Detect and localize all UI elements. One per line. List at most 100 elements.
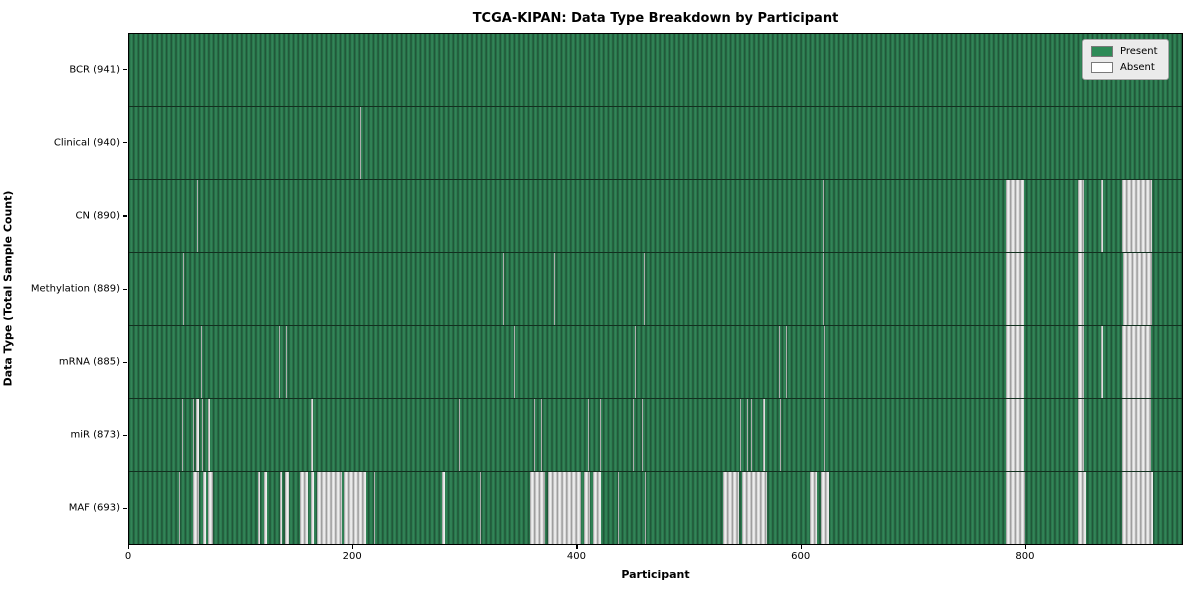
absent-stripe bbox=[208, 472, 213, 544]
y-tick-label: Methylation (889) bbox=[30, 283, 120, 295]
absent-stripe bbox=[1077, 253, 1084, 325]
legend: Present Absent bbox=[1082, 39, 1169, 80]
absent-stripe bbox=[644, 472, 646, 544]
y-tick-mark bbox=[123, 69, 127, 71]
absent-stripe bbox=[822, 180, 824, 252]
y-tick-mark bbox=[123, 215, 127, 217]
absent-stripe bbox=[1121, 472, 1153, 544]
absent-stripe bbox=[284, 472, 289, 544]
absent-stripe bbox=[810, 472, 818, 544]
x-tick-label: 0 bbox=[124, 551, 132, 562]
absent-stripe bbox=[1121, 326, 1151, 398]
absent-stripe bbox=[1121, 399, 1151, 471]
x-tick-mark bbox=[352, 545, 354, 549]
y-tick-mark bbox=[123, 288, 127, 290]
absent-stripe bbox=[1101, 326, 1103, 398]
absent-stripe bbox=[502, 253, 504, 325]
absent-stripe bbox=[202, 472, 207, 544]
absent-stripe bbox=[584, 472, 591, 544]
legend-label: Present bbox=[1120, 46, 1158, 57]
y-tick-label: CN (890) bbox=[75, 210, 120, 222]
absent-stripe bbox=[1006, 326, 1025, 398]
legend-item-present: Present bbox=[1091, 46, 1158, 57]
absent-stripe bbox=[197, 180, 199, 252]
absent-stripe bbox=[600, 399, 602, 471]
heatmap-row-miR bbox=[129, 399, 1182, 472]
absent-stripe bbox=[739, 399, 742, 471]
y-tick-label: mRNA (885) bbox=[58, 356, 120, 368]
absent-stripe bbox=[746, 399, 748, 471]
absent-stripe bbox=[208, 399, 210, 471]
y-tick-mark bbox=[123, 361, 127, 363]
heatmap-row-Methylation bbox=[129, 253, 1182, 326]
absent-stripe bbox=[1077, 326, 1084, 398]
absent-stripe bbox=[534, 399, 536, 471]
chart-title: TCGA-KIPAN: Data Type Breakdown by Parti… bbox=[472, 11, 839, 26]
legend-label: Absent bbox=[1120, 62, 1155, 73]
absent-stripe bbox=[278, 326, 281, 398]
absent-stripe bbox=[285, 326, 287, 398]
absent-stripe bbox=[182, 253, 184, 325]
heatmap-row-MAF bbox=[129, 472, 1182, 544]
absent-stripe bbox=[587, 399, 589, 471]
absent-stripe bbox=[1101, 180, 1103, 252]
absent-stripe bbox=[374, 472, 376, 544]
y-tick-mark bbox=[123, 434, 127, 436]
x-tick-mark bbox=[1024, 545, 1027, 549]
absent-stripe bbox=[820, 472, 830, 544]
absent-stripe bbox=[823, 399, 826, 471]
absent-stripe bbox=[192, 472, 200, 544]
absent-stripe bbox=[280, 472, 283, 544]
absent-stripe bbox=[1077, 399, 1084, 471]
x-tick-mark bbox=[128, 545, 130, 549]
x-tick-label: 600 bbox=[791, 551, 811, 562]
absent-stripe bbox=[480, 472, 482, 544]
absent-stripe bbox=[179, 472, 181, 544]
absent-stripe bbox=[822, 253, 824, 325]
absent-stripe bbox=[593, 472, 602, 544]
absent-stripe bbox=[751, 399, 753, 471]
absent-stripe bbox=[442, 472, 445, 544]
x-tick-label: 800 bbox=[1015, 551, 1035, 562]
y-tick-mark bbox=[123, 507, 127, 510]
absent-stripe bbox=[779, 326, 781, 398]
absent-stripe bbox=[1077, 472, 1086, 544]
heatmap-row-CN bbox=[129, 180, 1182, 253]
absent-stripe bbox=[643, 253, 645, 325]
absent-stripe bbox=[459, 399, 461, 471]
absent-stripe bbox=[1006, 399, 1025, 471]
y-tick-label: MAF (693) bbox=[68, 502, 120, 514]
absent-stripe bbox=[742, 472, 767, 544]
absent-stripe bbox=[343, 472, 367, 544]
absent-stripe bbox=[632, 399, 634, 471]
legend-swatch-absent bbox=[1091, 62, 1113, 73]
absent-stripe bbox=[264, 472, 267, 544]
x-axis-label: Participant bbox=[621, 568, 690, 581]
y-tick-label: BCR (941) bbox=[69, 64, 120, 76]
heatmap-row-mRNA bbox=[129, 326, 1182, 399]
x-tick-label: 200 bbox=[342, 551, 362, 562]
absent-stripe bbox=[316, 472, 342, 544]
absent-stripe bbox=[513, 326, 516, 398]
absent-stripe bbox=[1006, 253, 1025, 325]
absent-stripe bbox=[181, 399, 183, 471]
absent-stripe bbox=[311, 472, 314, 544]
absent-stripe bbox=[823, 326, 826, 398]
absent-stripe bbox=[547, 472, 582, 544]
absent-stripe bbox=[554, 253, 556, 325]
absent-stripe bbox=[634, 326, 636, 398]
y-tick-mark bbox=[123, 142, 127, 144]
absent-stripe bbox=[300, 472, 309, 544]
heatmap-row-Clinical bbox=[129, 107, 1182, 180]
legend-swatch-present bbox=[1091, 46, 1113, 57]
y-tick-label: miR (873) bbox=[70, 429, 120, 441]
absent-stripe bbox=[311, 399, 313, 471]
absent-stripe bbox=[763, 399, 765, 471]
absent-stripe bbox=[1121, 180, 1152, 252]
absent-stripe bbox=[1122, 253, 1152, 325]
x-tick-mark bbox=[800, 545, 802, 549]
absent-stripe bbox=[540, 399, 542, 471]
absent-stripe bbox=[1006, 472, 1026, 544]
absent-stripe bbox=[196, 399, 200, 471]
